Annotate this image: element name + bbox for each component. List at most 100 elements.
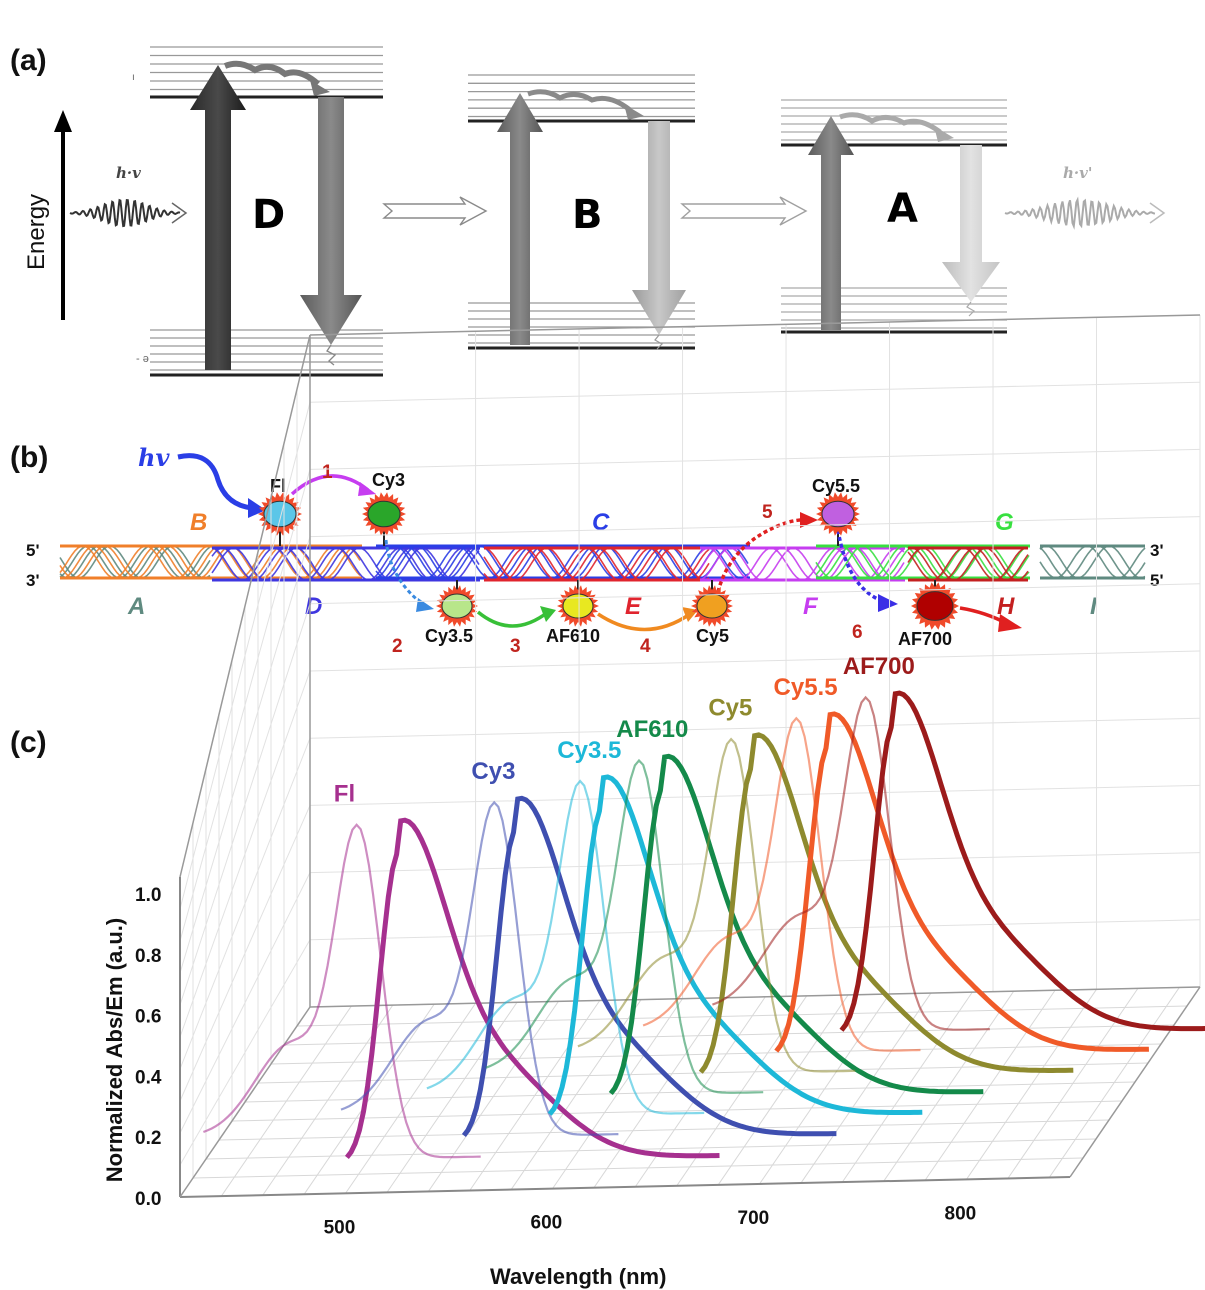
strand-label-a: A — [127, 593, 145, 620]
series-label-Cy5: Cy5 — [708, 695, 752, 722]
em-curve-Fl — [344, 817, 720, 1159]
em-curve-AF700 — [839, 690, 1205, 1032]
strand-label-e: E — [625, 593, 642, 620]
excitation-arrow — [497, 93, 543, 345]
dye-af610 — [557, 585, 599, 627]
y-tick-0.6: 0.6 — [135, 1007, 161, 1028]
x-axis-title: Wavelength (nm) — [490, 1264, 666, 1289]
emission-arrow — [300, 97, 362, 345]
strand-e — [483, 546, 710, 582]
x-tick-700: 700 — [738, 1208, 770, 1229]
panel-b-label: (b) — [10, 441, 48, 474]
em-curve-Cy5 — [698, 732, 1074, 1074]
strand-h — [907, 546, 1029, 582]
hv-label: hv — [138, 443, 170, 472]
em-curve-AF610 — [608, 753, 984, 1096]
dye-cy5 — [691, 585, 733, 627]
series-label-AF610: AF610 — [616, 716, 688, 743]
strand-label-d: D — [305, 593, 322, 620]
dye-label-fl: Fl — [270, 476, 286, 496]
spectra-curves — [203, 690, 1205, 1159]
acceptor-diagram: A — [781, 99, 1007, 334]
dye-label-af700: AF700 — [898, 629, 952, 649]
strand-i — [1039, 544, 1146, 580]
panel-a: (a) Energy h·v ı - ə — [10, 44, 1166, 377]
end-3-top: 3' — [1150, 541, 1164, 560]
excitation-arrow — [808, 116, 854, 330]
abs-curve-Cy3.5 — [426, 779, 705, 1115]
transfer-arrow — [680, 196, 808, 226]
hv-in-label: h·v — [116, 164, 141, 182]
acceptor-letter: A — [887, 186, 918, 232]
abs-curve-AF610 — [485, 758, 764, 1094]
excitation-arrow — [190, 65, 246, 370]
y-tick-0.4: 0.4 — [135, 1067, 162, 1088]
strand-label-i: I — [1090, 593, 1098, 620]
dye-fl — [258, 492, 302, 536]
dye-group — [258, 492, 959, 630]
energy-label: Energy — [23, 194, 50, 270]
y-tick-0.2: 0.2 — [135, 1128, 161, 1149]
end-5-bottom: 5' — [1150, 571, 1164, 590]
bridge-letter: B — [572, 192, 603, 238]
step-3: 3 — [510, 636, 521, 657]
strand-label-f: F — [803, 593, 819, 620]
abs-curve-Cy5 — [577, 737, 856, 1073]
strand-label-c: C — [592, 509, 610, 536]
y-tick-0.0: 0.0 — [135, 1189, 161, 1210]
svg-text:- ə: - ə — [136, 353, 149, 365]
dye-label-cy55: Cy5.5 — [812, 476, 860, 496]
x-tick-800: 800 — [945, 1203, 977, 1224]
strand-label-h: H — [997, 593, 1015, 620]
hv-out-label: h·v' — [1063, 164, 1092, 182]
incoming-photon: h·v — [69, 164, 188, 228]
abs-curve-Cy5.5 — [642, 716, 921, 1052]
panel-c-label: (c) — [10, 726, 47, 759]
series-label-Cy3: Cy3 — [471, 758, 515, 785]
step-5: 5 — [762, 502, 773, 523]
series-label-AF700: AF700 — [843, 653, 915, 680]
svg-text:ı: ı — [132, 72, 135, 83]
abs-curve-Cy3 — [340, 800, 619, 1136]
donor-diagram: ı - ə D — [132, 46, 383, 377]
y-tick-labels: 0.0 0.2 0.4 0.6 0.8 1.0 — [135, 885, 162, 1210]
abs-curve-AF700 — [712, 695, 990, 1031]
dye-cy3 — [362, 492, 406, 536]
donor-letter: D — [252, 192, 285, 238]
dye-cy55 — [816, 492, 860, 536]
strand-b — [59, 544, 362, 580]
strand-a — [59, 544, 211, 580]
step-4: 4 — [640, 636, 651, 657]
strand-label-b: B — [190, 509, 207, 536]
x-tick-500: 500 — [324, 1217, 356, 1238]
end-5-top: 5' — [26, 541, 40, 560]
transfer-arrow — [382, 196, 488, 226]
energy-axis: Energy — [23, 110, 72, 320]
em-curve-Cy3.5 — [547, 774, 923, 1116]
x-tick-labels: 500 600 700 800 — [324, 1203, 977, 1238]
series-label-Fl: Fl — [334, 780, 355, 807]
strand-label-g: G — [995, 509, 1014, 536]
y-axis-title: Normalized Abs/Em (a.u.) — [102, 918, 127, 1182]
dye-label-cy5: Cy5 — [696, 626, 729, 646]
dye-cy35 — [436, 585, 478, 627]
series-label-Cy3.5: Cy3.5 — [557, 737, 621, 764]
chart-3d-box — [179, 314, 1201, 1198]
end-3-bottom: 3' — [26, 571, 40, 590]
dna-helix — [59, 544, 1146, 582]
outgoing-photon: h·v' — [1004, 164, 1166, 230]
series-label-Cy5.5: Cy5.5 — [774, 674, 838, 701]
panel-c: (c) 500 600 700 800 0.0 0.2 0.4 0.6 0.8 1.0 Fl Cy… — [10, 314, 1205, 1289]
step-6: 6 — [852, 622, 863, 643]
dye-label-cy3: Cy3 — [372, 470, 405, 490]
step-1: 1 — [322, 462, 333, 483]
step-2: 2 — [392, 636, 403, 657]
dye-af700 — [911, 582, 959, 630]
panel-a-label: (a) — [10, 44, 47, 77]
emission-arrow — [632, 121, 686, 335]
em-curve-Cy3 — [461, 795, 837, 1138]
dye-label-cy35: Cy3.5 — [425, 626, 473, 646]
panel-b: (b) hv 5' 3' 3' 5' B A D C E F G H I — [10, 441, 1164, 657]
x-axis-line — [179, 1176, 1071, 1198]
